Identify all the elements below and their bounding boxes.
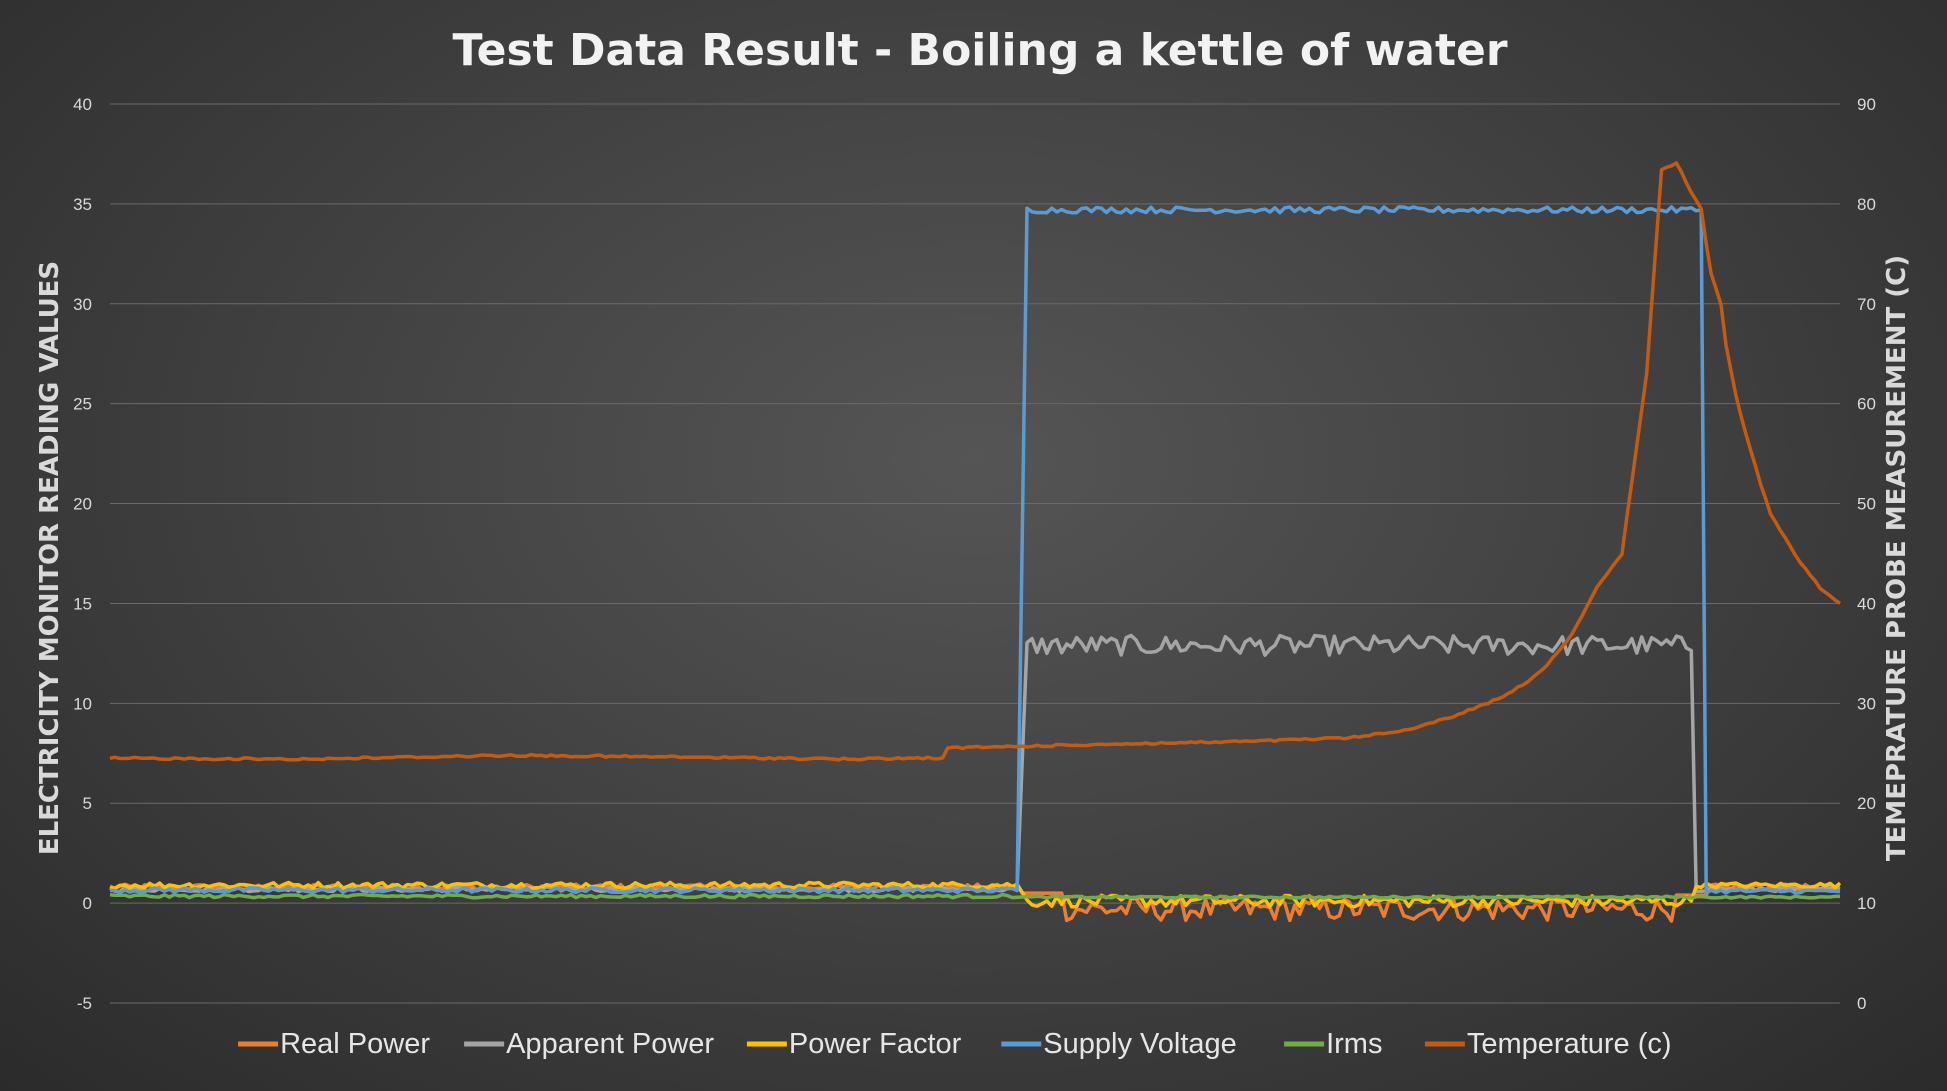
left-tick-label: 15 [73,594,92,613]
legend-label-supply-voltage: Supply Voltage [1043,1028,1236,1060]
right-tick-label: 40 [1857,594,1876,613]
tick-labels: -5 0 5 10 15 20 25 30 35 40 0 10 20 30 40 50 60 70 80 90 [73,95,1876,1013]
legend-label-power-factor: Power Factor [789,1028,962,1060]
series-line-supply-voltage [109,205,1841,895]
left-axis-title: ELECTRICITY MONITOR READING VALUES [35,261,65,855]
series-line-temperature-c [109,161,1841,762]
legend-label-temperature-c: Temperature (c) [1467,1028,1672,1060]
right-tick-label: 80 [1857,195,1876,214]
legend: Real Power Apparent Power Power Factor Supp… [238,1028,1672,1060]
right-tick-label: 90 [1857,95,1876,114]
series-lines [109,161,1842,923]
legend-label-real-power: Real Power [280,1028,430,1060]
chart-title: Test Data Result - Boiling a kettle of w… [452,25,1507,76]
left-tick-label: 20 [73,495,92,514]
right-tick-label: 30 [1857,694,1876,713]
right-tick-label: 10 [1857,894,1876,913]
gridlines [110,103,1840,1004]
series-line-irms [109,892,1841,900]
right-tick-label: 60 [1857,395,1876,414]
legend-label-irms: Irms [1326,1028,1382,1060]
left-tick-label: 10 [73,694,92,713]
right-tick-label: 50 [1857,495,1876,514]
right-tick-label: 0 [1857,994,1866,1013]
series-line-apparent-power [109,633,1841,894]
left-tick-label: 25 [73,395,92,414]
left-tick-label: 5 [83,794,92,813]
left-tick-label: 35 [73,195,92,214]
legend-label-apparent-power: Apparent Power [506,1028,714,1060]
right-axis-title: TEMEPRATURE PROBE MEASUREMENT (C) [1882,255,1912,861]
left-tick-label: -5 [77,994,92,1013]
right-tick-label: 20 [1857,794,1876,813]
left-tick-label: 30 [73,295,92,314]
left-tick-label: 0 [83,894,92,913]
left-tick-label: 40 [73,95,92,114]
right-tick-label: 70 [1857,295,1876,314]
